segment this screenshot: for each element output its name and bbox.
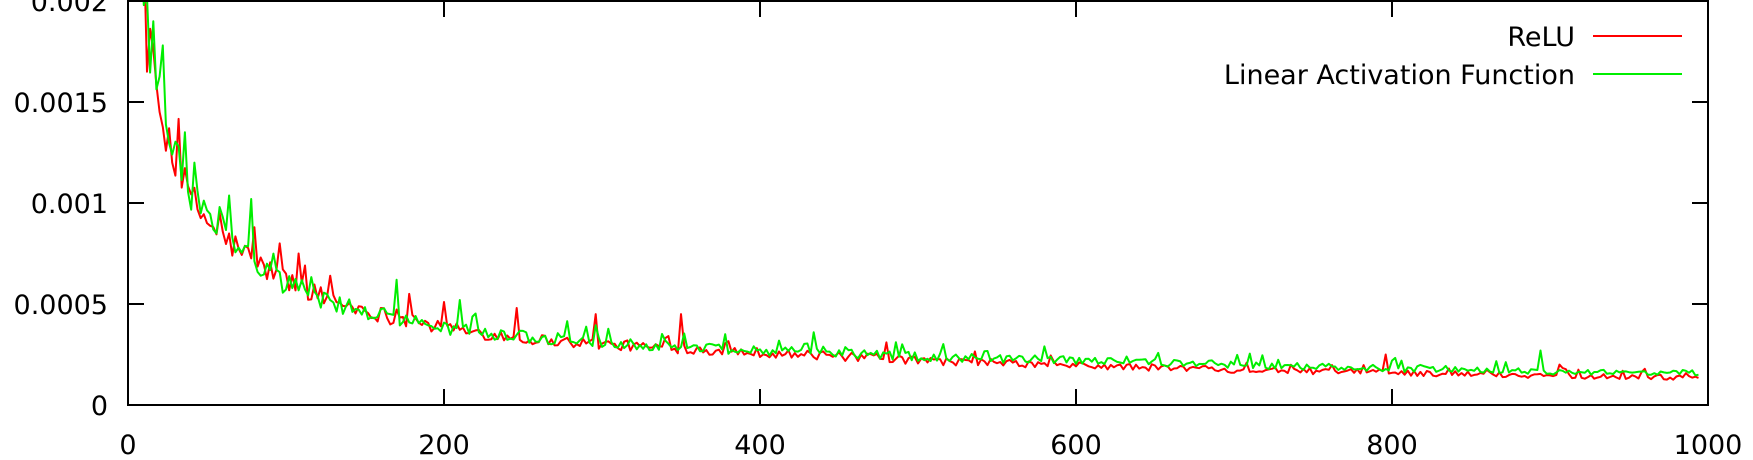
legend-label: Linear Activation Function (1224, 60, 1575, 91)
y-tick-label: 0.001 (31, 189, 108, 220)
x-tick-label: 800 (1366, 430, 1418, 456)
x-tick-label: 1000 (1674, 430, 1743, 456)
series-line-linear (142, 1, 1699, 377)
y-tick-label: 0 (91, 391, 108, 422)
legend-label: ReLU (1507, 22, 1575, 53)
x-tick-label: 200 (418, 430, 470, 456)
x-tick-label: 600 (1050, 430, 1102, 456)
x-tick-label: 0 (119, 430, 136, 456)
y-tick-label: 0.0015 (14, 88, 108, 119)
y-tick-label: 0.002 (31, 0, 108, 18)
y-tick-label: 0.0005 (14, 290, 108, 321)
legend: ReLU Linear Activation Function (1224, 22, 1682, 91)
x-tick-label: 400 (734, 430, 786, 456)
ticks-layer: 0 200 400 600 800 1000 0 0.0005 0.001 0.0015 0.002 (14, 0, 1743, 460)
series-line-relu (144, 1, 1699, 381)
series-layer (142, 1, 1699, 381)
